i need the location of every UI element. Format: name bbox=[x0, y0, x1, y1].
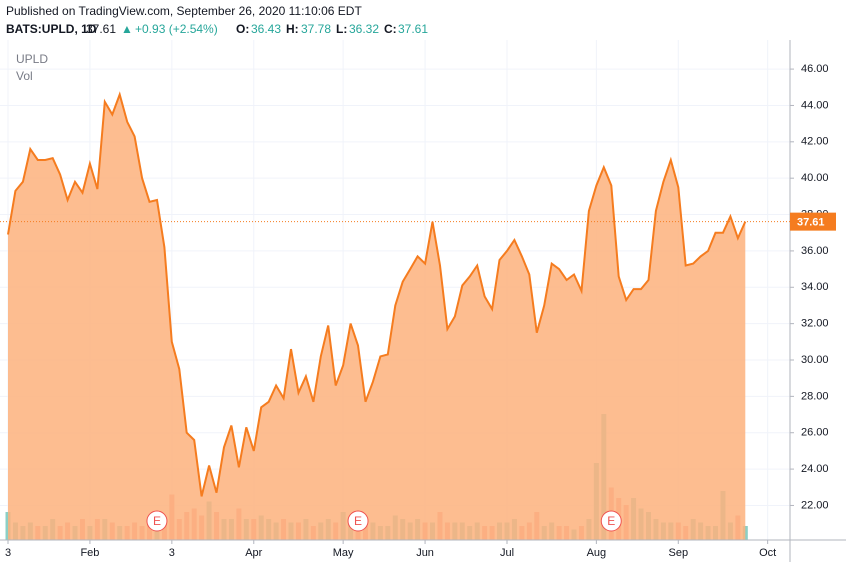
x-tick-label: Feb bbox=[80, 547, 99, 559]
x-tick-label: Oct bbox=[759, 547, 776, 559]
earnings-label: E bbox=[607, 514, 615, 528]
open: 36.43 bbox=[251, 22, 281, 36]
arrow: ▲ bbox=[121, 22, 133, 36]
y-tick-label: 28.00 bbox=[801, 390, 829, 402]
x-tick-label: 3 bbox=[5, 547, 11, 559]
last-price-box bbox=[790, 212, 836, 231]
x-tick-label: Jun bbox=[416, 547, 434, 559]
y-tick-label: 44.00 bbox=[801, 99, 829, 111]
x-tick-label: 3 bbox=[169, 547, 175, 559]
x-tick-label: Sep bbox=[668, 547, 688, 559]
x-tick-label: Apr bbox=[245, 547, 262, 559]
x-tick-label: Aug bbox=[587, 547, 607, 559]
last-price-label: 37.61 bbox=[797, 217, 825, 229]
price: 37.61 bbox=[86, 22, 116, 36]
y-tick-label: 36.00 bbox=[801, 245, 829, 257]
low: 36.32 bbox=[349, 22, 379, 36]
earnings-label: E bbox=[354, 514, 362, 528]
published: Published on TradingView.com, September … bbox=[6, 4, 362, 18]
area bbox=[8, 94, 746, 540]
o-label: O: bbox=[236, 22, 249, 36]
earnings-marker bbox=[347, 510, 369, 532]
y-tick-label: 40.00 bbox=[801, 172, 829, 184]
earnings-marker bbox=[146, 510, 168, 532]
plot bbox=[0, 40, 790, 540]
earnings-label: E bbox=[153, 514, 161, 528]
y-tick-label: 34.00 bbox=[801, 281, 829, 293]
x-tick-label: May bbox=[333, 547, 354, 559]
y-tick-label: 32.00 bbox=[801, 318, 829, 330]
h-label: H: bbox=[286, 22, 299, 36]
c-label: C: bbox=[384, 22, 397, 36]
close: 37.61 bbox=[398, 22, 428, 36]
x-tick-label: Jul bbox=[500, 547, 514, 559]
y-tick-label: 46.00 bbox=[801, 63, 829, 75]
legend-symbol: UPLD bbox=[16, 52, 48, 66]
y-tick-label: 22.00 bbox=[801, 499, 829, 511]
l-label: L: bbox=[336, 22, 347, 36]
price-line bbox=[7, 91, 747, 497]
high: 37.78 bbox=[301, 22, 331, 36]
symbol: BATS:UPLD, 1D bbox=[6, 22, 97, 36]
change: +0.93 (+2.54%) bbox=[135, 22, 218, 36]
legend-vol: Vol bbox=[16, 69, 33, 83]
volume-bar bbox=[742, 526, 748, 540]
earnings-marker bbox=[600, 510, 622, 532]
y-tick-label: 42.00 bbox=[801, 136, 829, 148]
y-tick-label: 30.00 bbox=[801, 354, 829, 366]
y-tick-label: 26.00 bbox=[801, 427, 829, 439]
y-tick-label: 24.00 bbox=[801, 463, 829, 475]
